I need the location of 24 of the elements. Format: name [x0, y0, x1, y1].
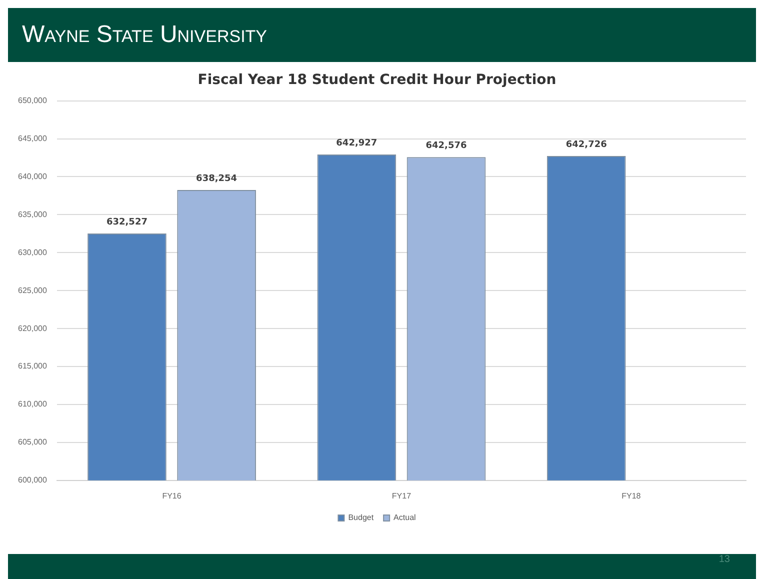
text: Wayne State University	[8, 8, 756, 62]
y-tick-label: 620,000	[18, 324, 48, 333]
y-tick-label: 600,000	[18, 476, 48, 485]
chart-title: Fiscal Year 18 Student Credit Hour Projection	[198, 72, 556, 88]
data-label: 642,927	[336, 138, 378, 148]
x-tick-label: FY16	[162, 491, 182, 500]
x-tick-label: FY18	[622, 491, 642, 500]
data-label: 638,254	[196, 174, 238, 184]
data-label: 642,726	[566, 140, 607, 150]
y-tick-label: 615,000	[18, 362, 48, 371]
y-tick-label: 635,000	[18, 210, 48, 219]
y-tick-label: 640,000	[18, 172, 48, 181]
y-tick-label: 625,000	[18, 286, 48, 295]
legend-label: Budget	[348, 513, 374, 522]
y-tick-label: 645,000	[18, 134, 48, 143]
data-label: 632,527	[106, 217, 148, 228]
y-tick-label: 630,000	[18, 248, 48, 257]
legend-label: Actual	[394, 513, 416, 522]
y-tick-label: 650,000	[18, 96, 48, 106]
x-tick-label: FY17	[392, 491, 412, 500]
y-tick-label: 605,000	[18, 438, 48, 447]
text: 13	[8, 554, 756, 579]
data-label: 642,576	[426, 141, 467, 152]
y-tick-label: 610,000	[18, 400, 48, 409]
